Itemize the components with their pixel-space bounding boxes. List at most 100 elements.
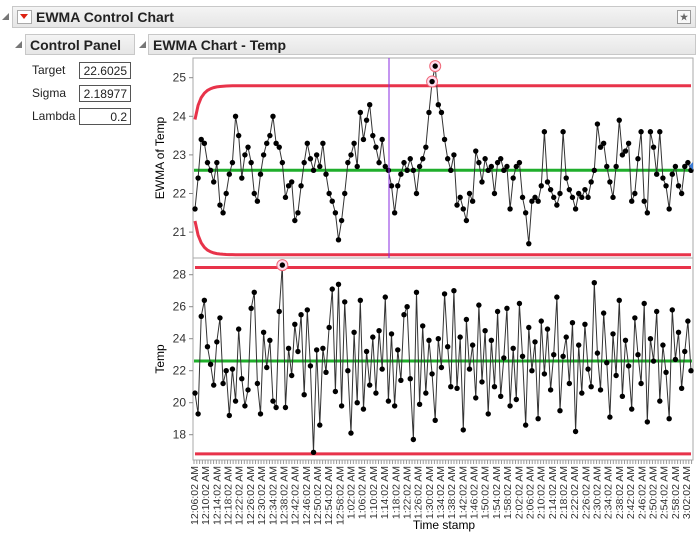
ewma-plot[interactable] bbox=[192, 58, 694, 258]
x-tick-label: 2:50:02 AM bbox=[647, 466, 659, 519]
x-tick-label: 12:26:02 AM bbox=[245, 466, 257, 525]
ewma-point bbox=[560, 129, 566, 135]
ewma-point bbox=[423, 144, 429, 150]
ewma-point bbox=[604, 163, 610, 170]
x-tick-label: 12:18:02 AM bbox=[223, 466, 235, 525]
ewma-point bbox=[404, 167, 410, 174]
temp-point bbox=[688, 368, 694, 374]
temp-point bbox=[485, 411, 491, 417]
ewma-point bbox=[507, 206, 513, 212]
ewma-y-tick-label: 25 bbox=[173, 71, 187, 85]
x-tick-label: 12:42:02 AM bbox=[290, 466, 302, 525]
temp-plot[interactable] bbox=[192, 259, 694, 456]
target-label: Target bbox=[32, 63, 66, 77]
ewma-point bbox=[557, 190, 563, 197]
temp-point bbox=[370, 334, 376, 340]
ewma-point bbox=[585, 194, 591, 201]
ewma-point bbox=[370, 132, 376, 139]
temp-point bbox=[491, 384, 498, 390]
ewma-point bbox=[632, 190, 638, 197]
temp-point bbox=[404, 304, 410, 310]
temp-point bbox=[647, 336, 654, 342]
ewma-point bbox=[666, 206, 672, 212]
temp-point bbox=[429, 371, 435, 377]
temp-point bbox=[616, 297, 622, 303]
temp-point bbox=[395, 347, 401, 353]
x-tick-label: 1:06:02 AM bbox=[357, 466, 369, 519]
temp-point bbox=[532, 339, 538, 345]
ewma-point bbox=[239, 175, 245, 181]
ewma-point bbox=[264, 140, 270, 147]
temp-point bbox=[682, 348, 688, 355]
temp-series-line bbox=[194, 265, 692, 453]
temp-point bbox=[416, 401, 423, 407]
ewma-point bbox=[267, 132, 273, 139]
temp-y-tick-label: 20 bbox=[173, 396, 187, 410]
ewma-point bbox=[235, 132, 242, 139]
ewma-point bbox=[663, 183, 669, 189]
x-tick-label: 2:18:02 AM bbox=[558, 466, 570, 519]
x-tick-label: 1:46:02 AM bbox=[469, 466, 481, 519]
temp-point bbox=[310, 449, 317, 455]
temp-point bbox=[519, 353, 526, 359]
temp-point bbox=[594, 350, 601, 356]
ewma-point bbox=[323, 171, 329, 177]
temp-y-tick-label: 24 bbox=[173, 332, 187, 346]
temp-point bbox=[260, 329, 267, 335]
temp-point bbox=[579, 390, 585, 396]
x-tick-label: 2:38:02 AM bbox=[614, 466, 626, 519]
temp-point bbox=[295, 348, 301, 355]
ewma-point bbox=[582, 186, 588, 193]
ewma-point bbox=[522, 210, 529, 216]
ewma-point bbox=[407, 156, 413, 162]
ewma-point bbox=[391, 210, 398, 216]
ewma-point bbox=[547, 186, 554, 193]
temp-point bbox=[329, 286, 335, 292]
temp-point bbox=[479, 379, 485, 385]
temp-point bbox=[572, 428, 579, 435]
ewma-point bbox=[600, 140, 607, 147]
temp-point bbox=[223, 368, 229, 374]
control-panel-disclosure-icon[interactable] bbox=[15, 41, 22, 48]
temp-point bbox=[672, 356, 679, 363]
x-tick-label: 1:50:02 AM bbox=[480, 466, 492, 519]
lambda-input[interactable]: 0.2 bbox=[79, 108, 131, 125]
temp-point bbox=[248, 305, 254, 311]
target-input[interactable]: 22.6025 bbox=[79, 62, 131, 79]
pin-icon[interactable]: ★ bbox=[677, 10, 691, 24]
ewma-point bbox=[516, 159, 523, 166]
temp-point bbox=[597, 387, 604, 393]
x-tick-label: 12:10:02 AM bbox=[200, 466, 212, 525]
ewma-point bbox=[647, 129, 654, 135]
ewma-y-tick-label: 24 bbox=[173, 109, 187, 123]
red-triangle-menu-icon[interactable] bbox=[17, 10, 32, 24]
ewma-point bbox=[207, 167, 214, 174]
ewma-point bbox=[360, 136, 367, 143]
temp-point bbox=[242, 403, 248, 409]
ewma-point bbox=[519, 194, 526, 201]
temp-point bbox=[382, 294, 388, 300]
temp-point bbox=[323, 369, 329, 375]
ewma-point bbox=[538, 183, 544, 189]
temp-point bbox=[675, 329, 682, 335]
ewma-point bbox=[463, 217, 470, 224]
temp-point bbox=[363, 348, 370, 355]
outline-header: EWMA Control Chart ★ bbox=[12, 6, 696, 28]
ewma-point bbox=[432, 63, 438, 69]
ewma-point bbox=[335, 237, 342, 243]
x-tick-label: 2:42:02 AM bbox=[625, 466, 637, 519]
ewma-point bbox=[242, 152, 248, 158]
temp-point bbox=[214, 339, 220, 345]
temp-point bbox=[644, 419, 651, 425]
ewma-point bbox=[285, 183, 292, 189]
disclosure-icon[interactable] bbox=[2, 13, 9, 20]
temp-point bbox=[335, 281, 342, 287]
x-tick-label: 1:10:02 AM bbox=[368, 466, 380, 519]
x-tick-label: 1:42:02 AM bbox=[457, 466, 469, 519]
ewma-point bbox=[260, 152, 267, 158]
chart-disclosure-icon[interactable] bbox=[139, 41, 146, 48]
sigma-input[interactable]: 2.18977 bbox=[79, 85, 131, 102]
ewma-point bbox=[488, 163, 495, 170]
ewma-point bbox=[657, 129, 663, 135]
x-tick-label: 12:54:02 AM bbox=[323, 466, 335, 525]
